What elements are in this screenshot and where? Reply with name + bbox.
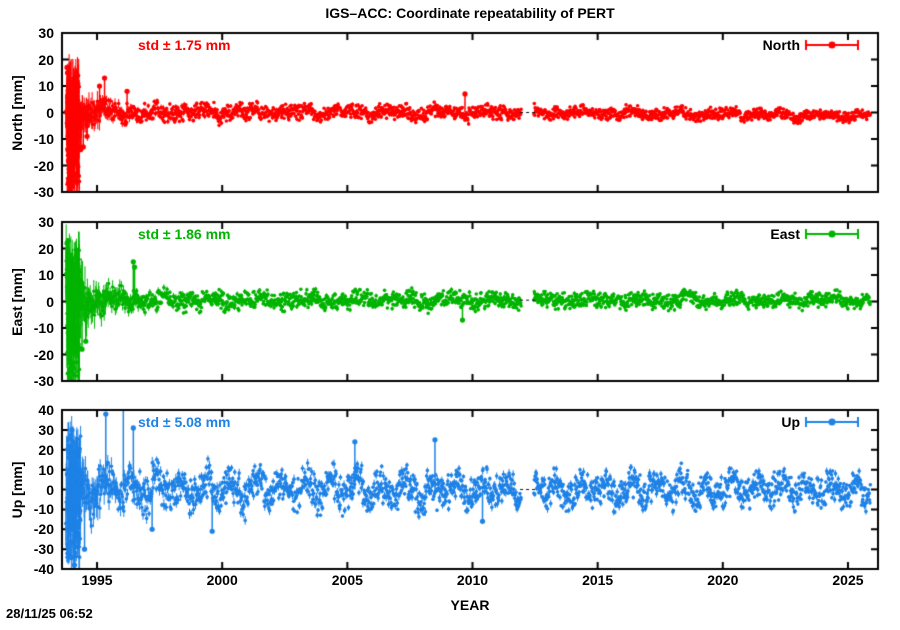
x-tick-label: 2000 xyxy=(206,572,238,588)
y-tick-label: 20 xyxy=(38,240,54,257)
x-tick-label: 2010 xyxy=(456,572,489,588)
y-tick-label: 0 xyxy=(46,104,54,121)
y-tick-label: 10 xyxy=(38,461,54,478)
y-tick-label: 30 xyxy=(38,25,54,41)
x-tick-label: 2005 xyxy=(331,572,363,588)
y-tick-label: -10 xyxy=(33,131,54,147)
y-tick-label: -10 xyxy=(33,501,54,518)
x-tick-label: 1995 xyxy=(81,572,113,588)
legend-label-north: North xyxy=(762,37,800,53)
y-tick-label: 30 xyxy=(38,214,54,230)
y-tick-label: -20 xyxy=(33,521,54,538)
x-tick-label: 2025 xyxy=(832,572,864,588)
y-tick-label: 10 xyxy=(38,267,54,283)
y-tick-label: -10 xyxy=(33,320,54,336)
y-tick-label: 40 xyxy=(38,402,54,418)
std-label-up: std ± 5.08 mm xyxy=(138,414,231,430)
y-tick-label: -20 xyxy=(33,346,54,363)
y-tick-label: -40 xyxy=(33,561,54,577)
y-tick-label: -30 xyxy=(33,541,54,558)
legend-label-east: East xyxy=(770,226,800,242)
y-tick-label: 0 xyxy=(46,293,54,310)
x-tick-label: 2015 xyxy=(582,572,614,588)
y-tick-label: -30 xyxy=(33,373,54,389)
y-tick-label: 0 xyxy=(46,481,54,498)
timestamp: 28/11/25 06:52 xyxy=(6,606,93,621)
std-label-north: std ± 1.75 mm xyxy=(138,37,231,53)
chart-title: IGS–ACC: Coordinate repeatability of PER… xyxy=(325,5,615,21)
y-tick-label: -30 xyxy=(33,184,54,200)
legend-label-up: Up xyxy=(781,414,800,430)
x-axis-label: YEAR xyxy=(450,597,490,613)
y-tick-label: 30 xyxy=(38,421,54,438)
y-tick-label: 10 xyxy=(38,78,54,94)
std-label-east: std ± 1.86 mm xyxy=(138,226,231,242)
y-tick-label: 20 xyxy=(38,51,54,68)
y-tick-label: 20 xyxy=(38,441,54,458)
y-tick-label: -20 xyxy=(33,157,54,174)
x-tick-label: 2020 xyxy=(707,572,739,588)
